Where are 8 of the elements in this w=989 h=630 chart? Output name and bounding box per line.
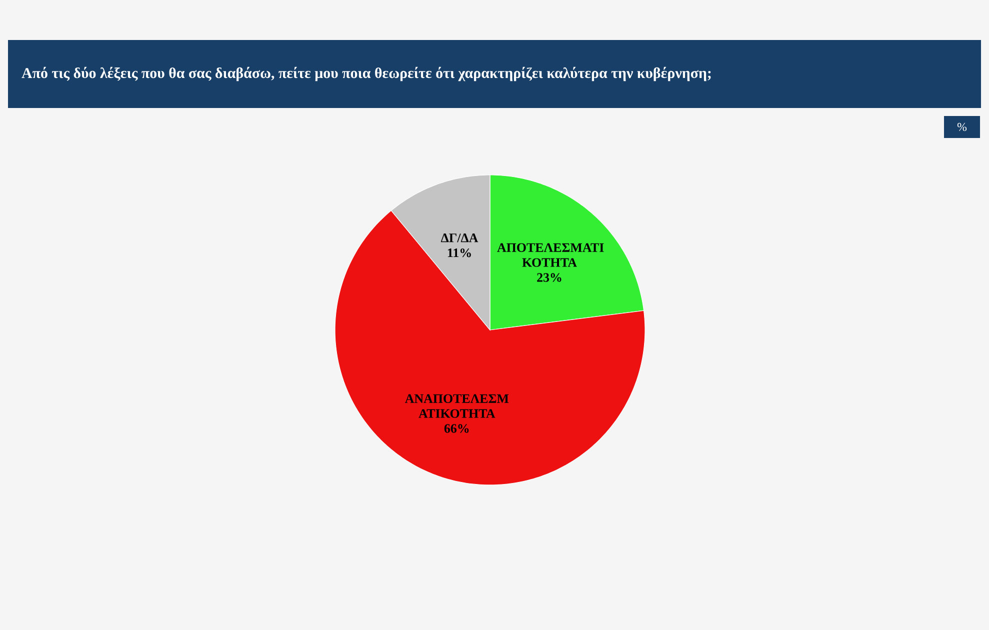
slice-label: ΑΠΟΤΕΛΕΣΜΑΤΙ ΚΟΤΗΤΑ [497, 243, 604, 267]
slice-label: ΑΝΑΠΟΤΕΛΕΣΜ ΑΤΙΚΟΤΗΤΑ [404, 394, 509, 418]
data-label: 23% [537, 273, 562, 282]
slice-label: ΔΓ/ΔΑ [440, 234, 478, 242]
chart-title: Από τις δύο λέξεις που θα σας διαβάσω, πείτε μου ποια θεωρείτε ότι χαρακτηρίζει καλύτερα την κυβέρνηση; [22, 66, 711, 82]
data-label: 66% [444, 424, 469, 433]
data-label: 11% [448, 248, 471, 258]
text: % [957, 122, 967, 132]
